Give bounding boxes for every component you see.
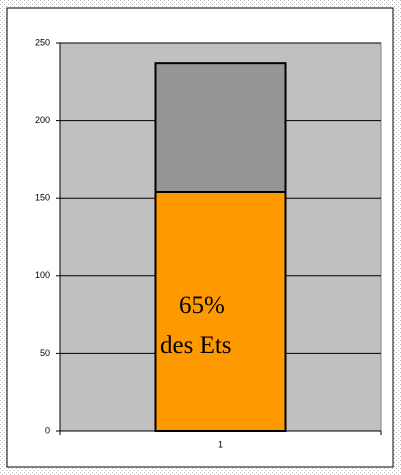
y-tick-label: 50 xyxy=(40,348,50,358)
y-tick-label: 0 xyxy=(45,425,50,435)
plot-layer: 0 50 100 150 200 250 1 65% des Ets xyxy=(35,37,382,449)
y-tick-label: 200 xyxy=(35,115,50,125)
bar-segment xyxy=(154,190,287,432)
annotation: des Ets xyxy=(160,332,232,359)
y-tick-label: 250 xyxy=(35,37,50,47)
x-tick-label: 1 xyxy=(218,439,223,449)
bar-segment xyxy=(154,62,287,193)
y-tick-label: 150 xyxy=(35,193,50,203)
y-tick-label: 100 xyxy=(35,270,50,280)
annotation: 65% xyxy=(179,292,225,319)
